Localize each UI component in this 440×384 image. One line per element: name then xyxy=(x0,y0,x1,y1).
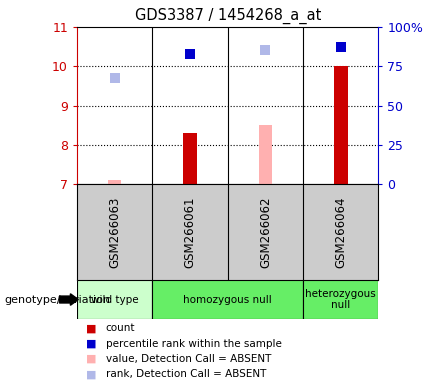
Text: value, Detection Call = ABSENT: value, Detection Call = ABSENT xyxy=(106,354,271,364)
Text: homozygous null: homozygous null xyxy=(183,295,272,305)
Bar xyxy=(77,280,152,319)
Text: GSM266061: GSM266061 xyxy=(183,197,197,268)
Bar xyxy=(303,280,378,319)
Bar xyxy=(152,280,303,319)
Text: heterozygous
null: heterozygous null xyxy=(305,289,376,310)
Text: ■: ■ xyxy=(86,354,96,364)
Text: GSM266064: GSM266064 xyxy=(334,197,347,268)
Text: rank, Detection Call = ABSENT: rank, Detection Call = ABSENT xyxy=(106,369,266,379)
Text: GSM266063: GSM266063 xyxy=(108,197,121,268)
Title: GDS3387 / 1454268_a_at: GDS3387 / 1454268_a_at xyxy=(135,8,321,24)
Text: count: count xyxy=(106,323,135,333)
Text: GSM266062: GSM266062 xyxy=(259,197,272,268)
Bar xyxy=(259,125,272,184)
Bar xyxy=(183,133,197,184)
Text: ■: ■ xyxy=(86,369,96,379)
Text: wild type: wild type xyxy=(91,295,139,305)
Bar xyxy=(334,66,348,184)
Text: genotype/variation: genotype/variation xyxy=(4,295,110,305)
Text: ■: ■ xyxy=(86,339,96,349)
Text: percentile rank within the sample: percentile rank within the sample xyxy=(106,339,282,349)
Text: ■: ■ xyxy=(86,323,96,333)
Bar xyxy=(108,180,121,184)
